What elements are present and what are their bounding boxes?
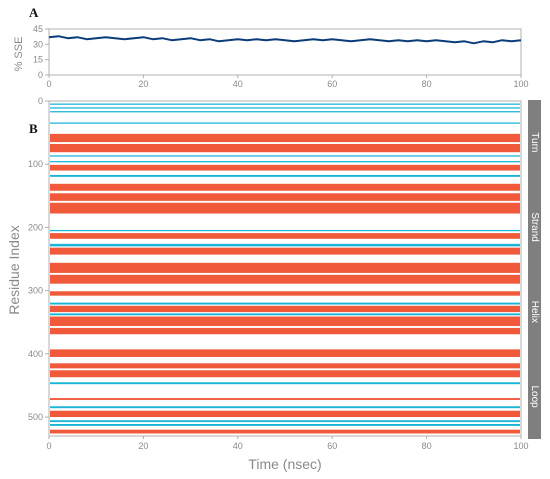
panel-b-x-tick-label: 100 (513, 441, 528, 451)
band-helix (50, 305, 520, 313)
panel-a-y-tick-label: 45 (33, 24, 43, 34)
legend-label-strand: Strand (529, 212, 540, 241)
band-helix (50, 349, 520, 357)
panel-a-series (48, 35, 522, 45)
panel-b-y-tick-label: 300 (28, 286, 43, 296)
legend-label-loop: Loop (529, 386, 540, 409)
panel-a-x-tick-label: 20 (138, 79, 148, 89)
band-helix (50, 291, 520, 296)
band-helix (50, 193, 520, 201)
band-helix (50, 398, 520, 400)
band-strand (50, 243, 520, 247)
band-strand (50, 107, 520, 109)
band-strand (50, 382, 520, 385)
panel-a-x-tick-label: 60 (327, 79, 337, 89)
band-strand (50, 122, 520, 124)
band-helix (50, 133, 520, 143)
panel-b-ylabel: Residue Index (6, 225, 22, 315)
band-strand (50, 111, 520, 113)
band-helix (50, 164, 520, 171)
panel-b-x-tick-label: 60 (327, 441, 337, 451)
panel-a-axes (48, 28, 522, 76)
panel-b-x-ticks: 0 20 40 60 80 100 (46, 436, 529, 451)
panel-b-y-tick-label: 200 (28, 222, 43, 232)
panel-a-x-ticks: 0 20 40 60 80 100 (46, 75, 529, 89)
panel-b-x-tick-label: 40 (233, 441, 243, 451)
band-strand (50, 313, 520, 316)
panel-b-y-tick-label: 400 (28, 349, 43, 359)
panel-a-plot-frame (48, 28, 522, 76)
band-helix (50, 202, 520, 214)
legend-label-turn: Turn (529, 132, 540, 152)
panel-b-plot-frame (48, 100, 522, 437)
panel-b-y-tick-label: 0 (38, 96, 43, 106)
band-helix (50, 410, 520, 418)
panel-b-y-tick-label: 500 (28, 412, 43, 422)
panel-a-y-tick-label: 30 (33, 39, 43, 49)
band-helix (50, 316, 520, 327)
band-strand (50, 174, 520, 177)
panel-a-x-tick-label: 0 (46, 79, 51, 89)
band-helix (50, 247, 520, 255)
panel-a-ylabel: % SSE (13, 37, 25, 72)
band-strand (50, 229, 520, 232)
band-helix (50, 363, 520, 369)
panel-a-y-tick-label: 15 (33, 55, 43, 65)
band-strand (50, 423, 520, 426)
panel-b-bands (50, 103, 520, 434)
panel-b-xlabel: Time (nsec) (248, 456, 321, 472)
panel-a-x-tick-label: 40 (233, 79, 243, 89)
panel-letter-b: B (29, 121, 38, 136)
band-strand (50, 420, 520, 423)
panel-a-series-line (48, 35, 522, 45)
panel-b-x-tick-label: 20 (138, 441, 148, 451)
panel-b-x-tick-label: 0 (46, 441, 51, 451)
band-helix (50, 370, 520, 378)
band-strand (50, 161, 520, 163)
band-helix (50, 143, 520, 153)
band-strand (50, 155, 520, 157)
panel-b-x-tick-label: 80 (422, 441, 432, 451)
panel-a-x-tick-label: 100 (513, 79, 528, 89)
band-helix (50, 327, 520, 335)
legend-bar (528, 100, 541, 439)
band-strand (50, 103, 520, 105)
band-strand (50, 406, 520, 409)
legend-label-helix: Helix (529, 301, 540, 323)
panel-b-y-ticks: 0 100 200 300 400 500 (28, 96, 49, 422)
panel-a-y-tick-label: 0 (38, 70, 43, 80)
band-helix (50, 183, 520, 191)
panel-letter-a: A (29, 5, 39, 20)
panel-b-y-tick-label: 100 (28, 159, 43, 169)
panel-a-x-tick-label: 80 (422, 79, 432, 89)
band-helix (50, 429, 520, 434)
legend-labels: Turn Strand Helix Loop (529, 132, 540, 408)
band-strand (50, 302, 520, 305)
band-helix (50, 233, 520, 239)
band-helix (50, 274, 520, 284)
band-helix (50, 262, 520, 273)
panel-a-y-ticks: 0 15 30 45 (33, 24, 49, 80)
